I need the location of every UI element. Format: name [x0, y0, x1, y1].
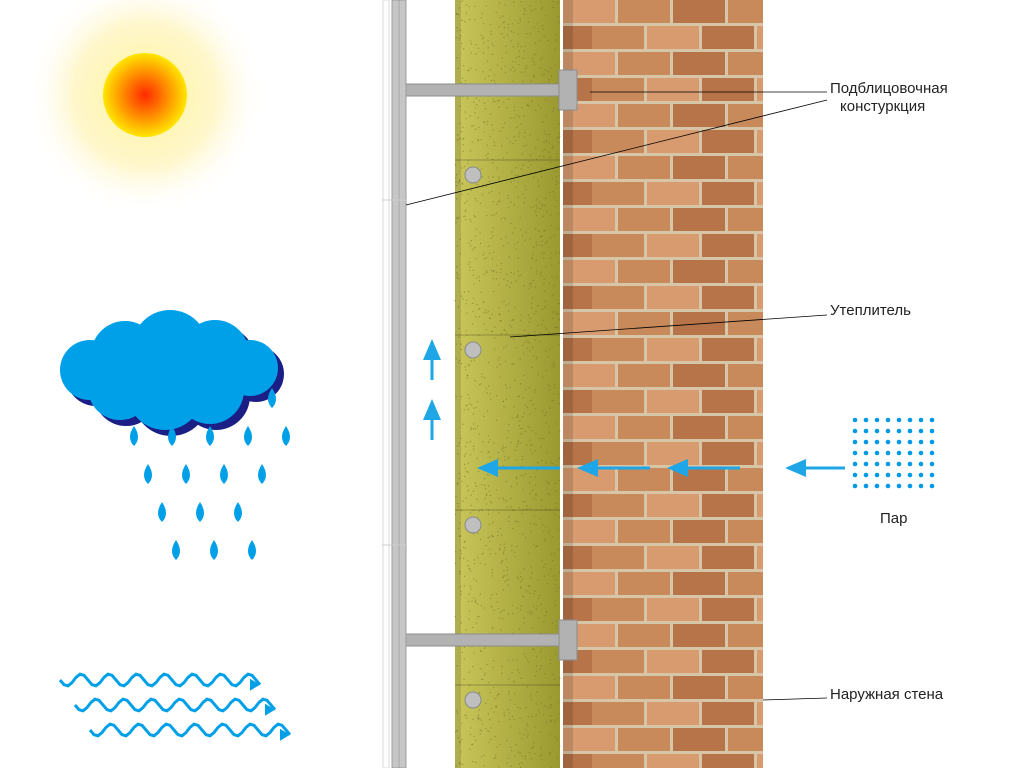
label-sub-structure-l1: Подблицовочная	[830, 80, 948, 97]
label-vapor: Пар	[880, 510, 907, 527]
label-outer-wall: Наружная стена	[830, 686, 943, 703]
label-sub-structure-l2: констуркция	[840, 98, 925, 115]
label-insulation: Утеплитель	[830, 302, 911, 319]
leader-lines	[0, 0, 1024, 768]
